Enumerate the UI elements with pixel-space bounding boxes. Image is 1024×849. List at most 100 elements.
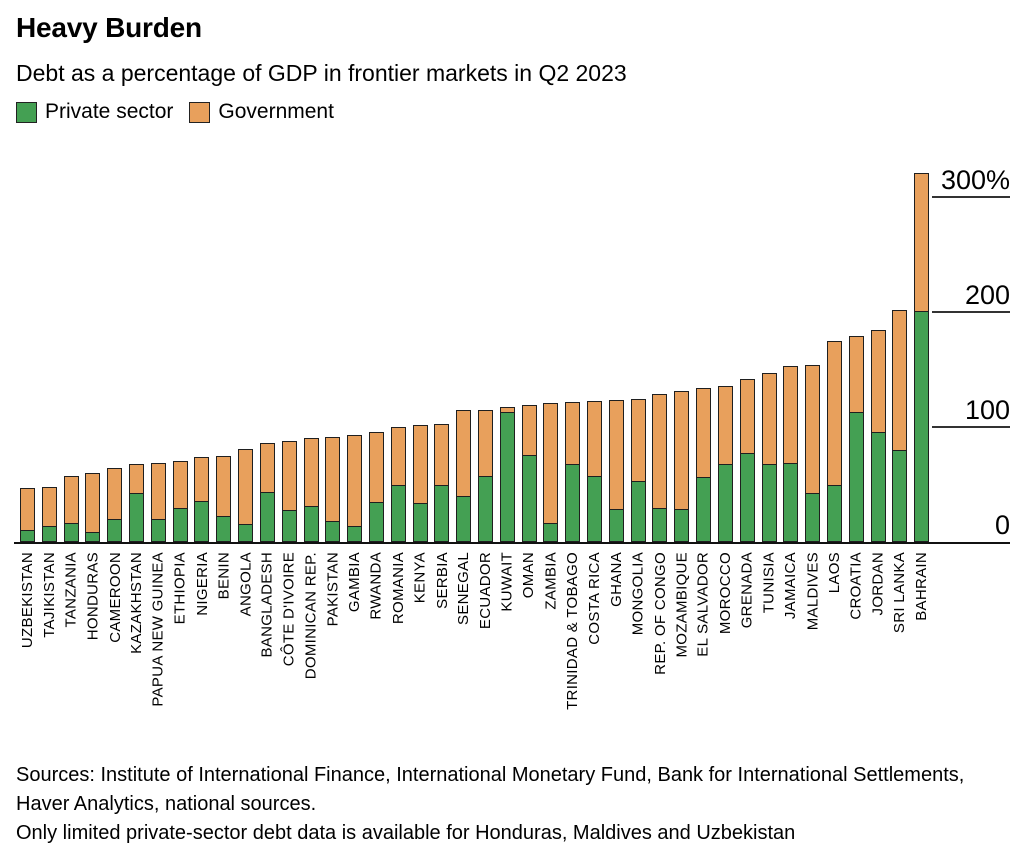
bar-segment-private-sector [86, 533, 100, 541]
bar-segment-private-sector [326, 521, 340, 541]
legend-item-government: Government [189, 100, 334, 124]
bar-laos [826, 341, 842, 542]
bar-angola [238, 449, 254, 542]
bar-segment-government [151, 464, 165, 521]
bar-segment-private-sector [391, 485, 405, 541]
x-axis-label-angola: ANGOLA [237, 552, 255, 617]
bar-benin [216, 456, 232, 542]
bar-ghana [608, 399, 624, 542]
bar-segment-private-sector [588, 476, 602, 541]
bar-kuwait [499, 406, 515, 542]
bar-dominican-rep [303, 437, 319, 542]
bar-segment-government [588, 401, 602, 477]
bar-segment-private-sector [697, 477, 711, 541]
bar-segment-government [173, 461, 187, 509]
bar-segment-government [479, 411, 492, 477]
bar-kenya [412, 425, 428, 542]
bar-bahrain [914, 172, 930, 542]
x-axis-label-trinidad-tobago: TRINIDAD & TOBAGO [564, 552, 582, 710]
legend-label: Private sector [45, 100, 174, 123]
bar-segment-private-sector [784, 464, 798, 541]
bar-jordan [870, 329, 886, 542]
bar-segment-private-sector [282, 511, 296, 541]
bar-segment-private-sector [566, 465, 580, 541]
x-axis-label-el-salvador: EL SALVADOR [695, 552, 713, 657]
bar-segment-government [86, 474, 100, 534]
x-axis-label-jordan: JORDAN [869, 552, 887, 616]
bar-serbia [434, 423, 450, 542]
bar-grenada [739, 379, 755, 542]
bar-zambia [543, 403, 559, 542]
bar-tajikistan [41, 487, 57, 542]
bar-rep-of-congo [652, 393, 668, 542]
bar-segment-government [413, 426, 427, 505]
bar-segment-private-sector [64, 523, 78, 541]
bar-segment-private-sector [522, 455, 536, 541]
note-text: Only limited private-sector debt data is… [16, 822, 796, 844]
bar-tunisia [761, 373, 777, 542]
bar-honduras [85, 473, 101, 542]
bar-segment-private-sector [369, 503, 383, 541]
x-axis-label-nigeria: NIGERIA [193, 552, 211, 616]
bar-c-te-d-ivoire [281, 441, 297, 542]
bar-segment-government [435, 424, 449, 486]
bar-segment-government [369, 432, 383, 504]
bar-segment-private-sector [675, 510, 689, 541]
bar-segment-government [544, 404, 558, 524]
x-axis-label-croatia: CROATIA [847, 552, 865, 620]
bar-segment-government [195, 458, 209, 502]
bar-segment-private-sector [217, 516, 231, 541]
bar-segment-government [893, 310, 907, 452]
x-axis-label-tajikistan: TAJIKISTAN [40, 552, 58, 638]
bar-segment-private-sector [260, 492, 274, 541]
x-axis-label-uzbekistan: UZBEKISTAN [19, 552, 36, 649]
bar-segment-government [740, 380, 754, 454]
bar-segment-private-sector [915, 312, 929, 541]
bar-ecuador [478, 410, 493, 542]
bar-mongolia [630, 398, 646, 542]
x-axis-label-ethiopia: ETHIOPIA [171, 552, 189, 625]
bar-sri-lanka [892, 309, 908, 542]
bar-segment-government [718, 386, 732, 466]
x-axis-label-rep-of-congo: REP. OF CONGO [651, 552, 669, 675]
bar-segment-government [609, 400, 623, 511]
bar-segment-private-sector [849, 413, 863, 541]
x-axis-label-jamaica: JAMAICA [782, 552, 800, 620]
chart-title: Heavy Burden [16, 12, 202, 43]
bar-segment-private-sector [740, 453, 754, 541]
bar-segment-government [522, 406, 536, 456]
x-axis-label-ecuador: ECUADOR [477, 552, 495, 630]
bar-segment-government [130, 465, 144, 494]
bar-segment-private-sector [893, 451, 907, 541]
x-axis-line [14, 542, 1010, 544]
bar-morocco [717, 385, 733, 542]
bar-trinidad-tobago [565, 402, 581, 542]
bar-segment-government [64, 476, 78, 524]
bar-segment-private-sector [435, 485, 449, 541]
bar-segment-private-sector [871, 432, 885, 541]
x-axis-label-ghana: GHANA [607, 552, 625, 607]
bar-segment-private-sector [108, 520, 122, 541]
bar-segment-private-sector [631, 482, 645, 541]
x-axis-label-romania: ROMANIA [389, 552, 407, 625]
bar-segment-government [827, 342, 841, 486]
bar-segment-government [108, 468, 122, 521]
x-axis-label-honduras: HONDURAS [84, 552, 102, 641]
bar-ethiopia [172, 460, 188, 542]
x-axis-label-grenada: GRENADA [738, 552, 756, 629]
chart-subtitle: Debt as a percentage of GDP in frontier … [16, 60, 627, 86]
x-axis-label-pakistan: PAKISTAN [324, 552, 342, 627]
bar-segment-government [784, 367, 798, 465]
bar-gambia [347, 435, 363, 542]
legend-swatch-private-sector [16, 101, 37, 123]
bar-segment-private-sector [304, 506, 318, 541]
bar-segment-government [849, 337, 863, 414]
bar-segment-government [260, 444, 274, 493]
x-axis-label-oman: OMAN [520, 552, 538, 599]
bar-kazakhstan [129, 464, 145, 542]
bar-segment-government [697, 389, 711, 478]
x-axis-label-bangladesh: BANGLADESH [258, 552, 276, 658]
legend-item-private-sector: Private sector [16, 100, 173, 124]
x-axis-label-mozambique: MOZAMBIQUE [673, 552, 691, 658]
